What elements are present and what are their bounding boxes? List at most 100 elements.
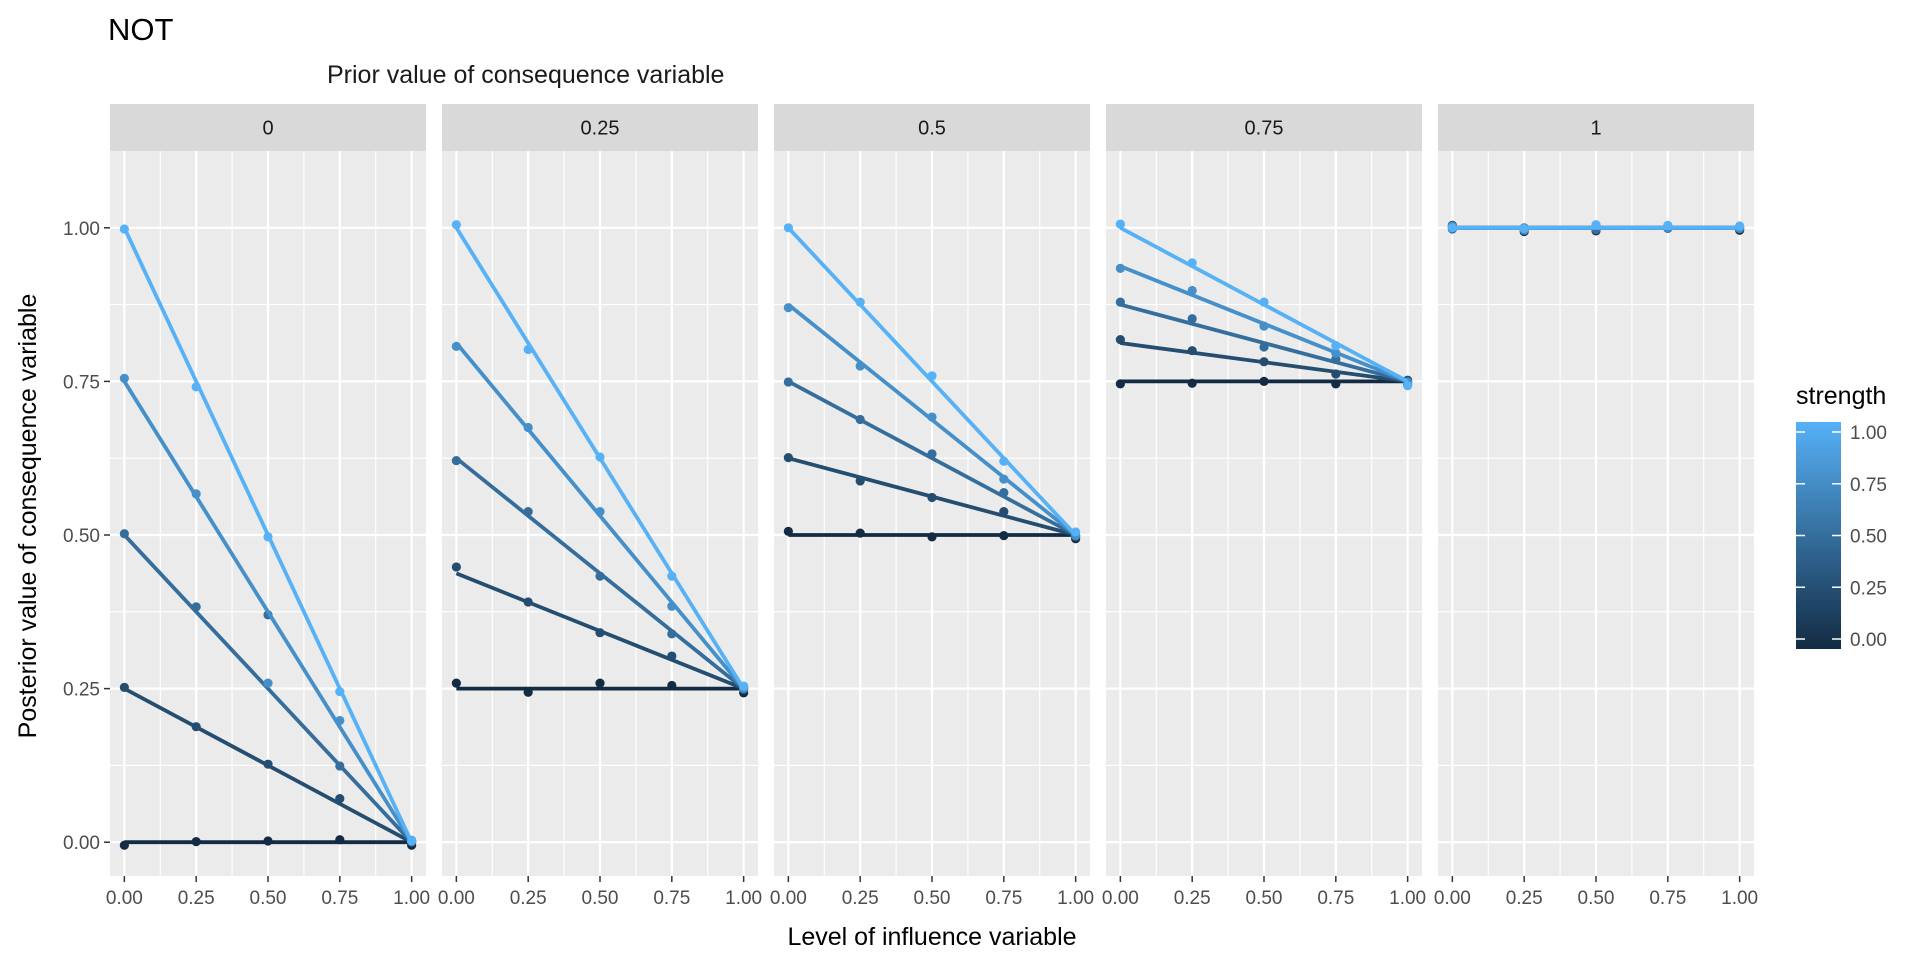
series-strength-2 — [783, 377, 1081, 540]
x-tick-label: 0.00 — [1434, 888, 1471, 909]
data-point — [783, 452, 793, 463]
data-point — [1187, 258, 1197, 268]
data-point — [855, 361, 865, 371]
facet-strip-label: 0 — [262, 118, 273, 140]
data-point — [595, 507, 605, 517]
data-point — [263, 759, 273, 769]
data-point — [667, 680, 677, 691]
x-tick-label: 1.00 — [1721, 888, 1758, 909]
facet-strip — [1438, 104, 1754, 151]
series-strength-4 — [1447, 220, 1745, 234]
data-point — [1403, 381, 1413, 391]
y-axis: 0.00 0.25 0.50 0.75 1.00 — [63, 219, 110, 854]
facet-panel-2: 0.5 0.00 0.25 0.50 0.75 1.00 — [770, 104, 1094, 909]
x-tick-label: 0.50 — [250, 888, 287, 909]
series-strength-0 — [451, 678, 749, 698]
data-point — [119, 682, 129, 692]
data-point — [595, 452, 605, 462]
data-point — [335, 715, 345, 726]
series-strength-4 — [783, 223, 1081, 537]
legend-label: 0.75 — [1850, 475, 1887, 496]
data-point — [999, 488, 1009, 498]
facet-panel-1: 0.25 0.00 0.25 0.50 0.75 1.00 — [438, 104, 762, 909]
legend: strength 1.00 0.75 0.50 0.25 0.00 — [1796, 382, 1887, 651]
data-point — [999, 531, 1009, 541]
y-tick-label: 1.00 — [63, 219, 100, 240]
y-tick-label: 0.00 — [63, 833, 100, 854]
data-point — [1115, 379, 1125, 389]
facet-strip — [1106, 104, 1422, 151]
data-point — [451, 220, 461, 230]
data-point — [1259, 357, 1269, 367]
data-point — [451, 562, 461, 572]
data-point — [523, 422, 533, 433]
facet-title: Prior value of consequence variable — [327, 61, 724, 89]
chart-title: NOT — [108, 12, 174, 47]
x-tick-label: 0.75 — [653, 888, 690, 909]
data-point — [1259, 297, 1269, 307]
fit-line — [122, 380, 414, 844]
data-point — [1519, 223, 1529, 234]
data-point — [451, 678, 461, 688]
data-point — [451, 341, 461, 351]
data-point — [263, 678, 273, 688]
data-point — [451, 456, 461, 466]
data-point — [1735, 221, 1745, 231]
data-point — [263, 532, 273, 542]
data-point — [1071, 527, 1081, 537]
legend-ticks: 1.00 0.75 0.50 0.25 0.00 — [1796, 423, 1887, 651]
facet-strip — [774, 104, 1090, 151]
data-point — [335, 835, 345, 845]
series-strength-0 — [119, 835, 417, 850]
data-point — [263, 836, 273, 846]
data-point — [1187, 378, 1197, 388]
data-point — [191, 836, 201, 847]
data-point — [1187, 346, 1197, 356]
data-point — [855, 414, 865, 425]
x-tick-label: 0.75 — [1649, 888, 1686, 909]
data-point — [119, 529, 129, 539]
series-strength-4 — [119, 224, 417, 846]
data-point — [999, 474, 1009, 484]
x-tick-label: 0.50 — [1578, 888, 1615, 909]
data-point — [335, 793, 345, 804]
data-point — [999, 507, 1009, 517]
x-tick-label: 0.25 — [1506, 888, 1543, 909]
x-tick-label: 0.00 — [1102, 888, 1139, 909]
data-point — [999, 456, 1009, 466]
facet-panel-3: 0.75 0.00 0.25 0.50 0.75 1.00 — [1102, 104, 1426, 909]
data-point — [1187, 285, 1197, 296]
data-point — [119, 224, 129, 234]
data-point — [1447, 223, 1457, 233]
data-point — [335, 761, 345, 771]
data-point — [1115, 335, 1125, 345]
data-point — [595, 628, 605, 638]
data-point — [667, 601, 677, 611]
data-point — [335, 687, 345, 697]
data-point — [1115, 219, 1125, 229]
data-point — [855, 476, 865, 486]
data-point — [1187, 314, 1197, 324]
data-point — [783, 223, 793, 233]
data-point — [119, 840, 129, 850]
x-tick-label: 0.50 — [914, 888, 951, 909]
data-point — [927, 371, 937, 381]
data-point — [1259, 376, 1269, 387]
x-axis-title: Level of influence variable — [787, 923, 1076, 951]
x-tick-label: 0.25 — [510, 888, 547, 909]
data-point — [523, 597, 533, 607]
data-point — [191, 722, 201, 732]
x-tick-label: 1.00 — [725, 888, 762, 909]
data-point — [595, 678, 605, 688]
x-tick-label: 0.25 — [1174, 888, 1211, 909]
x-tick-label: 0.50 — [1246, 888, 1283, 909]
data-point — [191, 602, 201, 612]
x-tick-label: 0.75 — [985, 888, 1022, 909]
x-tick-label: 0.00 — [438, 888, 475, 909]
facet-strip-label: 0.75 — [1245, 118, 1284, 140]
data-point — [1259, 321, 1269, 331]
data-point — [407, 836, 417, 846]
data-point — [783, 377, 793, 387]
data-point — [667, 571, 677, 581]
